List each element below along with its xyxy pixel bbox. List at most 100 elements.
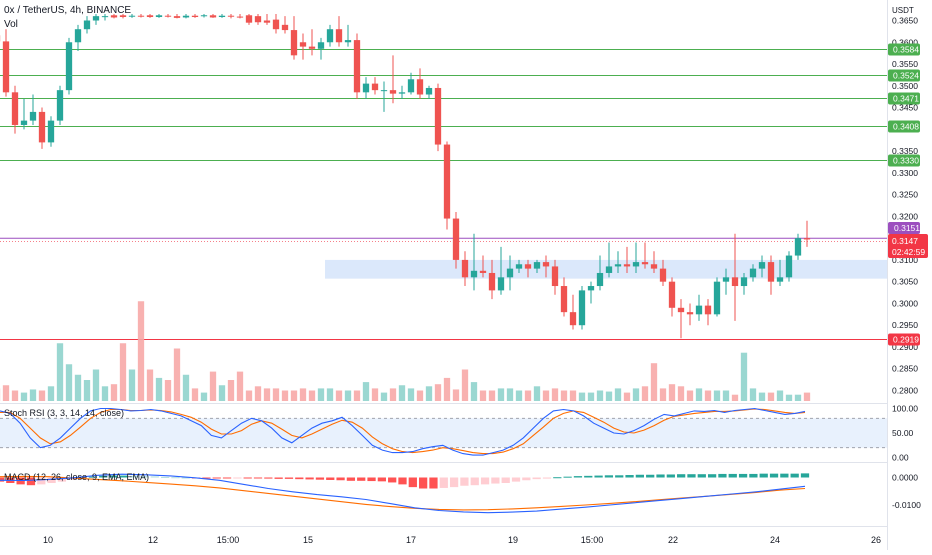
volume-bar	[111, 384, 117, 401]
macd-histogram-bar	[760, 474, 768, 478]
macd-histogram-bar	[316, 478, 324, 480]
candle-body	[255, 16, 261, 22]
volume-bar	[30, 389, 36, 401]
candle-body	[309, 47, 315, 49]
candle-body	[210, 15, 216, 17]
volume-bar	[435, 384, 441, 401]
volume-bar	[588, 393, 594, 401]
time-tick-label: 10	[43, 535, 53, 545]
volume-bar	[309, 391, 315, 402]
candle-body	[804, 238, 810, 239]
candle-body	[714, 282, 720, 315]
candle-body	[669, 282, 675, 308]
candle-body	[777, 277, 783, 281]
volume-bar	[471, 382, 477, 401]
volume-bar	[201, 393, 207, 401]
volume-bar	[66, 364, 72, 401]
volume-bar	[732, 395, 738, 401]
macd-histogram-bar	[347, 478, 355, 481]
volume-bar	[102, 386, 108, 401]
macd-histogram-bar	[491, 478, 499, 484]
time-tick-label: 26	[871, 535, 881, 545]
stoch-title[interactable]: Stoch RSI (3, 3, 14, 14, close)	[4, 408, 124, 418]
macd-histogram-bar	[409, 478, 417, 488]
volume-bar	[93, 370, 99, 402]
volume-bar	[516, 391, 522, 402]
countdown-text: 02:42:59	[892, 247, 925, 257]
volume-bar	[642, 386, 648, 401]
volume-bar	[273, 388, 279, 401]
volume-bar	[390, 388, 396, 401]
price-tick-label: 0.3250	[892, 190, 918, 200]
volume-bar	[39, 391, 45, 402]
candle-body	[327, 29, 333, 42]
macd-histogram-bar	[791, 474, 799, 478]
macd-histogram-bar	[378, 478, 386, 482]
candle-body	[201, 15, 207, 16]
macd-histogram-bar	[305, 478, 313, 480]
macd-histogram-bar	[677, 474, 685, 477]
macd-histogram-bar	[615, 475, 623, 477]
candle-body	[66, 42, 72, 90]
macd-histogram-bar	[367, 478, 375, 482]
price-tick-label: 0.3200	[892, 211, 918, 221]
candle-body	[48, 121, 54, 143]
volume-bar	[786, 395, 792, 401]
macd-histogram-bar	[718, 474, 726, 478]
volume-bar	[48, 386, 54, 401]
volume-bar	[669, 384, 675, 401]
candle-body	[354, 40, 360, 92]
candle-body	[363, 84, 369, 93]
macd-histogram-bar	[502, 478, 510, 484]
volume-bar	[804, 393, 810, 401]
volume-bar	[741, 353, 747, 401]
stoch-price-badge: 0.3151	[888, 222, 920, 234]
volume-bar	[228, 380, 234, 401]
macd-histogram-bar	[636, 475, 644, 478]
candle-body	[219, 16, 225, 17]
volume-bar	[561, 391, 567, 402]
macd-axis: 0.0000-0.0100	[892, 473, 921, 511]
macd-histogram-bar	[285, 478, 293, 479]
candle-body	[498, 277, 504, 290]
macd-histogram-bar	[460, 478, 468, 486]
macd-histogram-bar	[708, 474, 716, 477]
volume-bar	[543, 391, 549, 402]
volume-bar	[570, 391, 576, 402]
candle-body	[615, 264, 621, 266]
volume-bar	[687, 391, 693, 402]
volume-bar	[246, 391, 252, 402]
macd-title[interactable]: MACD (12, 26, close, 9, EMA, EMA)	[4, 472, 149, 482]
volume-bar	[372, 388, 378, 401]
volume-bar	[57, 343, 63, 401]
price-tick-label: 0.3000	[892, 298, 918, 308]
volume-bar	[264, 388, 270, 401]
volume-bar	[237, 372, 243, 401]
candle-body	[588, 286, 594, 290]
volume-bar	[183, 375, 189, 401]
volume-bar	[462, 370, 468, 402]
horizontal-levels[interactable]	[0, 50, 887, 340]
candle-body	[264, 21, 270, 23]
volume-bar	[255, 386, 261, 401]
candle-body	[651, 264, 657, 268]
macd-histogram-bar	[171, 477, 179, 478]
stoch-badge-text: 0.3151	[894, 223, 920, 233]
macd-histogram-bar	[533, 478, 541, 480]
candle-body	[381, 90, 387, 91]
macd-histogram-bar	[543, 478, 551, 479]
volume-bar	[192, 388, 198, 401]
volume-bar	[624, 393, 630, 401]
macd-tick-label: 0.0000	[892, 473, 918, 483]
macd-histogram-bar	[749, 474, 757, 478]
volume-bar	[723, 391, 729, 402]
macd-histogram-bar	[161, 477, 169, 478]
macd-histogram-bar	[801, 473, 809, 477]
price-tick-label: 0.3050	[892, 277, 918, 287]
volume-bar	[336, 391, 342, 402]
volume-bar	[327, 388, 333, 401]
candle-body	[183, 16, 189, 18]
